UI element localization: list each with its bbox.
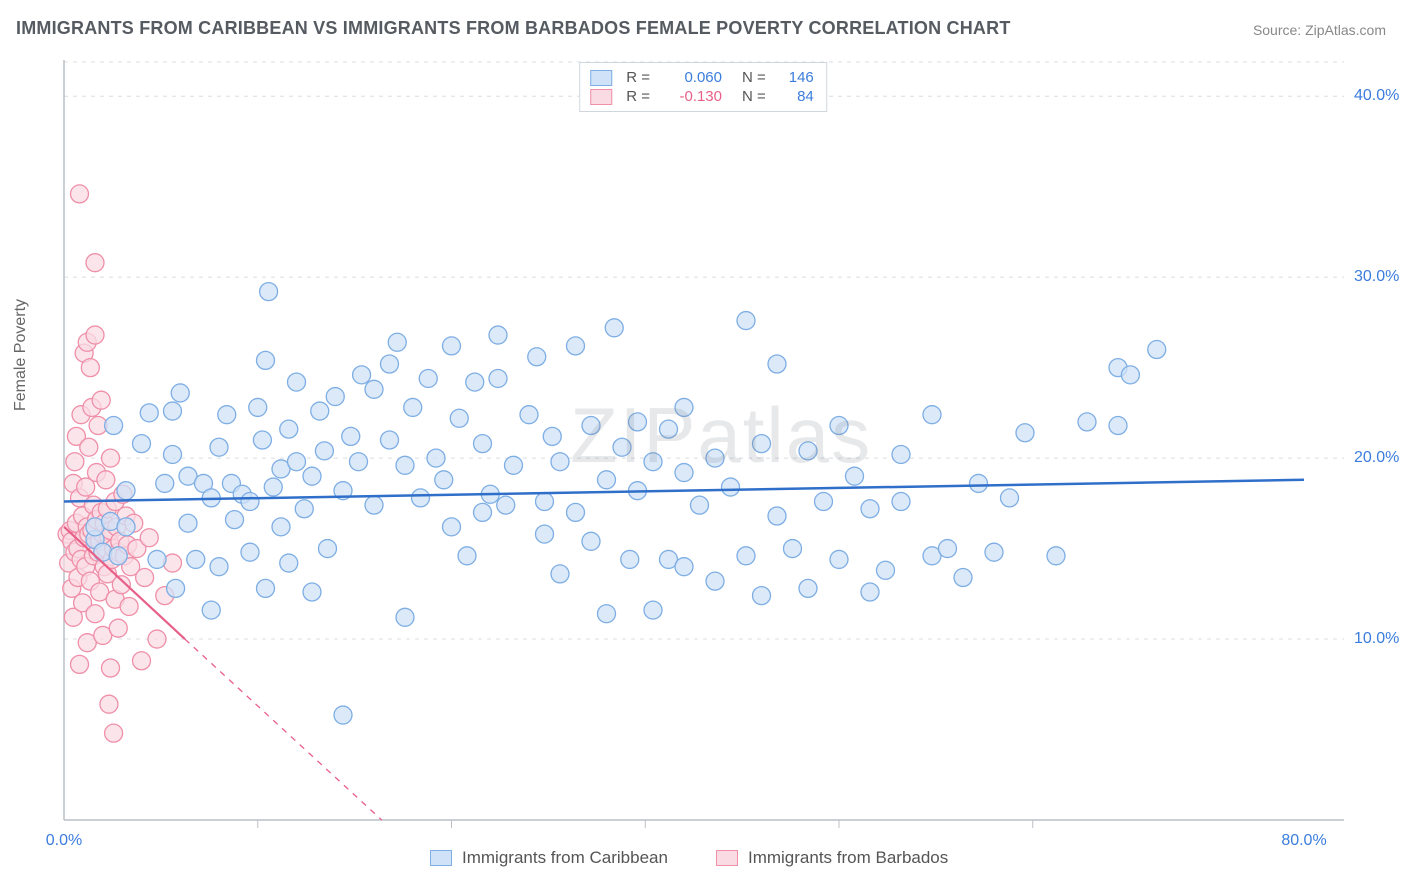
r-value-barbados: -0.130 [664, 88, 722, 105]
r-label: R = [626, 69, 650, 86]
legend-item-caribbean: Immigrants from Caribbean [430, 848, 668, 868]
n-value-barbados: 84 [780, 88, 814, 105]
legend-row-caribbean: R = 0.060 N = 146 [590, 69, 814, 86]
y-axis-label: Female Poverty [12, 299, 30, 411]
x-tick-label: 80.0% [1281, 832, 1326, 850]
y-tick-label: 40.0% [1354, 87, 1399, 105]
swatch-caribbean [590, 70, 612, 86]
n-label: N = [742, 69, 766, 86]
chart-page: IMMIGRANTS FROM CARIBBEAN VS IMMIGRANTS … [0, 0, 1406, 892]
y-tick-label: 20.0% [1354, 449, 1399, 467]
legend-row-barbados: R = -0.130 N = 84 [590, 88, 814, 105]
x-tick-label: 0.0% [46, 832, 82, 850]
swatch-caribbean-icon [430, 850, 452, 866]
plot-area [54, 60, 1354, 840]
scatter-chart-svg [54, 60, 1354, 840]
r-value-caribbean: 0.060 [664, 69, 722, 86]
chart-title: IMMIGRANTS FROM CARIBBEAN VS IMMIGRANTS … [16, 18, 1011, 39]
n-value-caribbean: 146 [780, 69, 814, 86]
y-tick-label: 30.0% [1354, 268, 1399, 286]
series-legend: Immigrants from Caribbean Immigrants fro… [430, 848, 948, 868]
source-attribution: Source: ZipAtlas.com [1253, 22, 1386, 38]
correlation-legend: R = 0.060 N = 146 R = -0.130 N = 84 [579, 62, 827, 112]
swatch-barbados [590, 89, 612, 105]
n-label: N = [742, 88, 766, 105]
legend-label-barbados: Immigrants from Barbados [748, 848, 948, 868]
legend-item-barbados: Immigrants from Barbados [716, 848, 948, 868]
swatch-barbados-icon [716, 850, 738, 866]
legend-label-caribbean: Immigrants from Caribbean [462, 848, 668, 868]
y-tick-label: 10.0% [1354, 630, 1399, 648]
r-label: R = [626, 88, 650, 105]
